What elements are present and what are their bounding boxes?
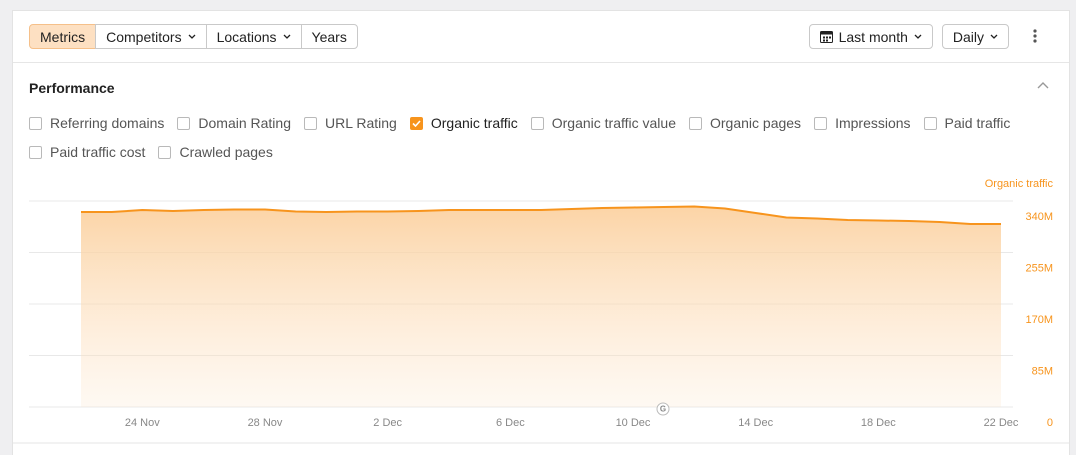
interval-button[interactable]: Daily: [941, 24, 1009, 49]
y-tick-label: 340M: [1025, 211, 1053, 223]
metric-label: Organic traffic: [430, 115, 518, 131]
metric-checkbox[interactable]: Referring domains: [29, 114, 164, 132]
annotation-marker: [656, 402, 670, 416]
tab-label: Competitors: [106, 28, 182, 45]
metric-label: Paid traffic cost: [50, 144, 146, 160]
checkbox: [689, 116, 702, 130]
tab-label: Metrics: [40, 28, 86, 45]
x-tick-label: 2 Dec: [373, 417, 402, 429]
metric-checkbox[interactable]: Impressions: [814, 114, 911, 132]
metric-checkbox[interactable]: Paid traffic: [923, 114, 1011, 132]
y-tick-label: 0: [1047, 417, 1053, 429]
area: [81, 206, 1001, 407]
metric-label: Paid traffic: [944, 115, 1011, 131]
chevron: [914, 34, 922, 39]
checkbox: [304, 116, 317, 130]
check-mark: [412, 119, 421, 127]
metric-options: Referring domains Domain Rating URL Rating…: [29, 114, 1059, 161]
checkbox: [177, 116, 191, 130]
checkbox: [814, 116, 828, 130]
metric-checkbox[interactable]: Domain Rating: [177, 114, 291, 132]
metric-checkbox[interactable]: Organic pages: [689, 114, 801, 132]
tab-group: Metrics Competitors Locations Years: [29, 24, 358, 49]
metric-label: Domain Rating: [198, 115, 291, 131]
x-tick-label: 18 Dec: [861, 417, 896, 429]
tab-label: Locations: [216, 28, 277, 45]
tab-button[interactable]: Locations: [205, 24, 302, 49]
checkbox: [158, 145, 172, 159]
metric-label: Impressions: [835, 115, 911, 131]
metric-label: Organic pages: [710, 115, 802, 131]
annotation: G: [660, 405, 666, 414]
y-tick-label: 170M: [1025, 314, 1053, 326]
checkbox: [530, 116, 544, 130]
y-tick-label: 85M: [1032, 365, 1053, 377]
metric-checkbox[interactable]: Organic traffic value: [530, 114, 676, 132]
calendar-icon: [819, 31, 833, 43]
chevron: [188, 34, 196, 39]
period-label: Last month: [838, 28, 908, 45]
period-button[interactable]: Last month: [808, 24, 933, 49]
checkbox: [409, 116, 423, 130]
metric-label: Crawled pages: [179, 144, 273, 160]
x-tick-label: 14 Dec: [738, 417, 773, 429]
metric-label: Referring domains: [50, 115, 165, 131]
chevron: [283, 34, 290, 39]
metric-checkbox[interactable]: URL Rating: [304, 114, 397, 132]
more-button[interactable]: [1032, 28, 1038, 44]
metric-checkbox[interactable]: Organic traffic: [409, 114, 518, 132]
checkbox: [923, 116, 937, 130]
interval-label: Daily: [952, 28, 984, 45]
checkbox: [29, 145, 42, 159]
toolbar-right: Last month Daily: [808, 24, 1009, 49]
panel-title: Performance: [29, 80, 115, 96]
tab-label: Years: [311, 28, 347, 45]
x-tick-label: 24 Nov: [125, 417, 160, 429]
y-tick-label: 255M: [1025, 262, 1053, 274]
checkbox: [29, 116, 42, 130]
metric-label: Organic traffic value: [551, 115, 676, 131]
chart: Organic traffic 0 85M 170M 255M 340M 24 Nov 28 …: [13, 178, 1069, 444]
y-axis-label: Organic traffic: [985, 178, 1054, 190]
tab-button[interactable]: Competitors: [95, 24, 207, 49]
metric-checkbox[interactable]: Paid traffic cost: [29, 143, 145, 161]
line: [81, 205, 1001, 226]
x-tick-label: 28 Nov: [248, 417, 283, 429]
tab-button[interactable]: Years: [300, 24, 358, 49]
collapse-button[interactable]: [1037, 81, 1049, 89]
metric-label: URL Rating: [325, 115, 397, 131]
x-tick-label: 6 Dec: [496, 417, 525, 429]
chevron: [990, 34, 998, 39]
metric-checkbox[interactable]: Crawled pages: [158, 143, 273, 161]
tab-button[interactable]: Metrics: [29, 24, 97, 49]
x-tick-label: 10 Dec: [616, 417, 651, 429]
card: Metrics Competitors Locations Years Last mo…: [12, 10, 1070, 455]
divider: [13, 62, 1069, 63]
x-tick-label: 22 Dec: [984, 417, 1019, 429]
